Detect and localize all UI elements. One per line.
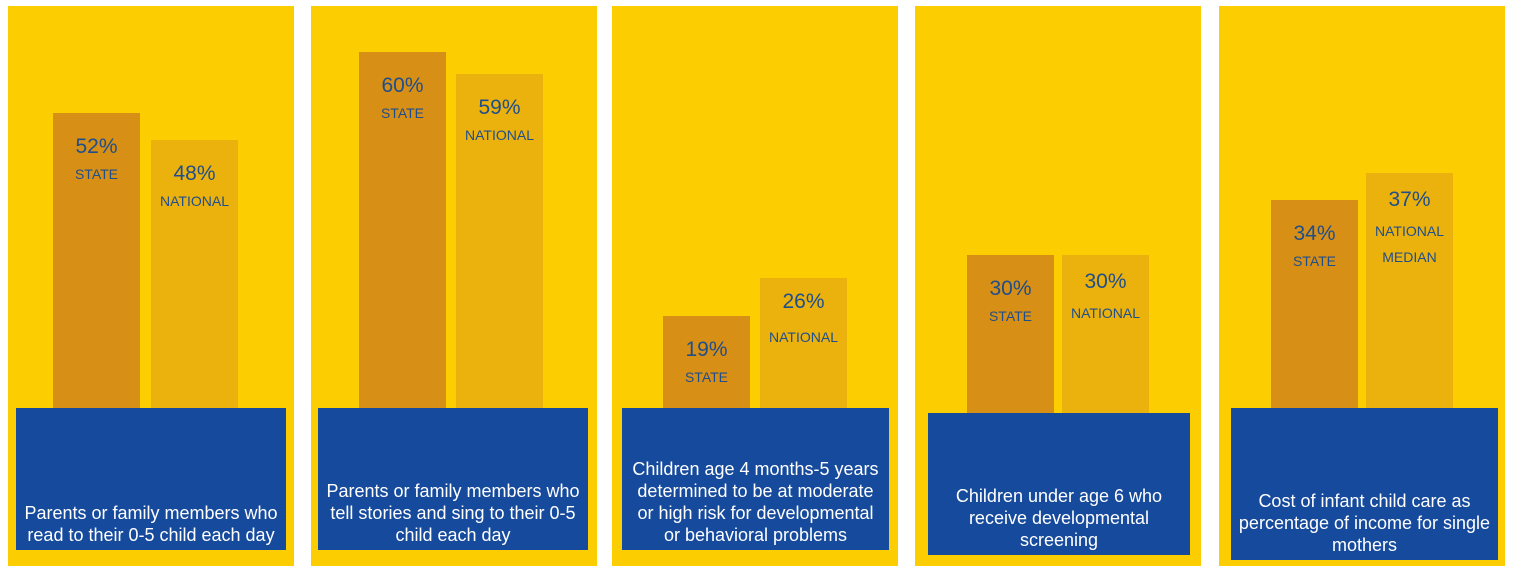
bar-category-label: STATE <box>74 166 119 182</box>
national-bar: 30% NATIONAL <box>1062 255 1149 416</box>
bar-value-label: 48% <box>173 162 216 185</box>
state-bar: 52% STATE <box>53 113 140 416</box>
bar-category-label: NATIONAL <box>160 193 229 209</box>
state-bar: 30% STATE <box>967 255 1054 416</box>
bar-category-label: STATE <box>380 105 425 121</box>
bar-value-label: 30% <box>1084 270 1127 293</box>
state-bar: 34% STATE <box>1271 200 1358 416</box>
chart-caption: Parents or family members who tell stori… <box>318 408 588 550</box>
bar-value-label: 37% <box>1388 188 1431 211</box>
bar-category-label: STATE <box>988 308 1033 324</box>
chart-caption: Children under age 6 who receive develop… <box>928 413 1190 555</box>
bar-value-label: 26% <box>782 290 825 313</box>
bar-value-label: 52% <box>75 135 118 158</box>
national-bar: 37% NATIONAL MEDIAN <box>1366 173 1453 416</box>
chart-panel-5: 34% STATE 37% NATIONAL MEDIAN Cost of in… <box>1219 6 1505 566</box>
bar-value-label: 30% <box>989 277 1032 300</box>
bar-category-label: STATE <box>1292 253 1337 269</box>
bar-value-label: 19% <box>685 338 728 361</box>
bar-value-label: 60% <box>381 74 424 97</box>
chart-caption: Children age 4 months-5 years determined… <box>622 408 889 550</box>
chart-panel-3: 19% STATE 26% NATIONAL Children age 4 mo… <box>612 6 898 566</box>
chart-caption: Cost of infant child care as percentage … <box>1231 408 1498 560</box>
state-bar: 19% STATE <box>663 316 750 416</box>
bar-category-label: NATIONAL <box>1375 223 1444 239</box>
chart-panel-4: 30% STATE 30% NATIONAL Children under ag… <box>915 6 1201 566</box>
bar-value-label: 59% <box>478 96 521 119</box>
bar-value-label: 34% <box>1293 222 1336 245</box>
bar-category-label: NATIONAL <box>1071 305 1140 321</box>
chart-panel-1: 52% STATE 48% NATIONAL Parents or family… <box>8 6 294 566</box>
bar-category-label: STATE <box>684 369 729 385</box>
bar-category-label: NATIONAL <box>465 127 534 143</box>
bar-category-label: NATIONAL <box>769 329 838 345</box>
national-bar: 48% NATIONAL <box>151 140 238 416</box>
state-bar: 60% STATE <box>359 52 446 416</box>
chart-panel-2: 60% STATE 59% NATIONAL Parents or family… <box>311 6 597 566</box>
chart-caption: Parents or family members who read to th… <box>16 408 286 550</box>
national-bar: 26% NATIONAL <box>760 278 847 416</box>
national-bar: 59% NATIONAL <box>456 74 543 416</box>
bar-category-label: MEDIAN <box>1382 249 1437 265</box>
